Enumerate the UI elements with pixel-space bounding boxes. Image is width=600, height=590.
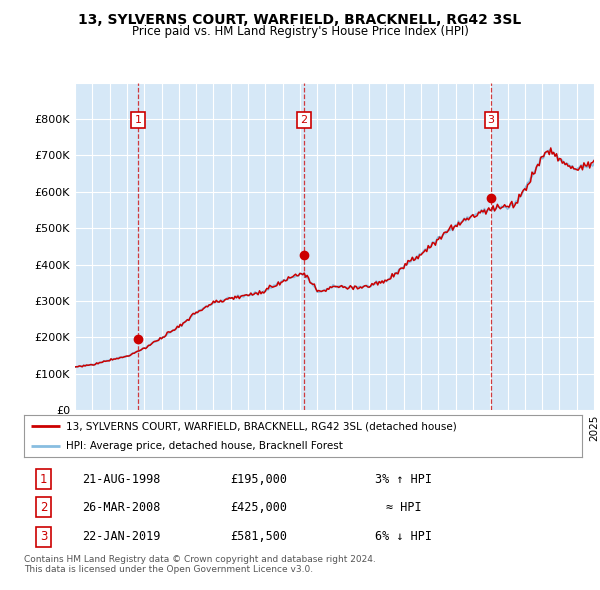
Text: 1: 1	[134, 115, 142, 125]
Text: ≈ HPI: ≈ HPI	[386, 501, 421, 514]
Text: This data is licensed under the Open Government Licence v3.0.: This data is licensed under the Open Gov…	[24, 565, 313, 574]
Text: 26-MAR-2008: 26-MAR-2008	[82, 501, 161, 514]
Text: 13, SYLVERNS COURT, WARFIELD, BRACKNELL, RG42 3SL (detached house): 13, SYLVERNS COURT, WARFIELD, BRACKNELL,…	[66, 421, 457, 431]
Text: 3: 3	[40, 530, 47, 543]
Text: Price paid vs. HM Land Registry's House Price Index (HPI): Price paid vs. HM Land Registry's House …	[131, 25, 469, 38]
Text: 3: 3	[488, 115, 494, 125]
Text: 22-JAN-2019: 22-JAN-2019	[82, 530, 161, 543]
Text: £581,500: £581,500	[230, 530, 287, 543]
Text: 21-AUG-1998: 21-AUG-1998	[82, 473, 161, 486]
Text: 3% ↑ HPI: 3% ↑ HPI	[375, 473, 432, 486]
Text: Contains HM Land Registry data © Crown copyright and database right 2024.: Contains HM Land Registry data © Crown c…	[24, 555, 376, 563]
Text: 1: 1	[40, 473, 47, 486]
Text: 2: 2	[301, 115, 307, 125]
Text: 2: 2	[40, 501, 47, 514]
Text: 13, SYLVERNS COURT, WARFIELD, BRACKNELL, RG42 3SL: 13, SYLVERNS COURT, WARFIELD, BRACKNELL,…	[79, 13, 521, 27]
Text: £195,000: £195,000	[230, 473, 287, 486]
Text: £425,000: £425,000	[230, 501, 287, 514]
Text: HPI: Average price, detached house, Bracknell Forest: HPI: Average price, detached house, Brac…	[66, 441, 343, 451]
Text: 6% ↓ HPI: 6% ↓ HPI	[375, 530, 432, 543]
